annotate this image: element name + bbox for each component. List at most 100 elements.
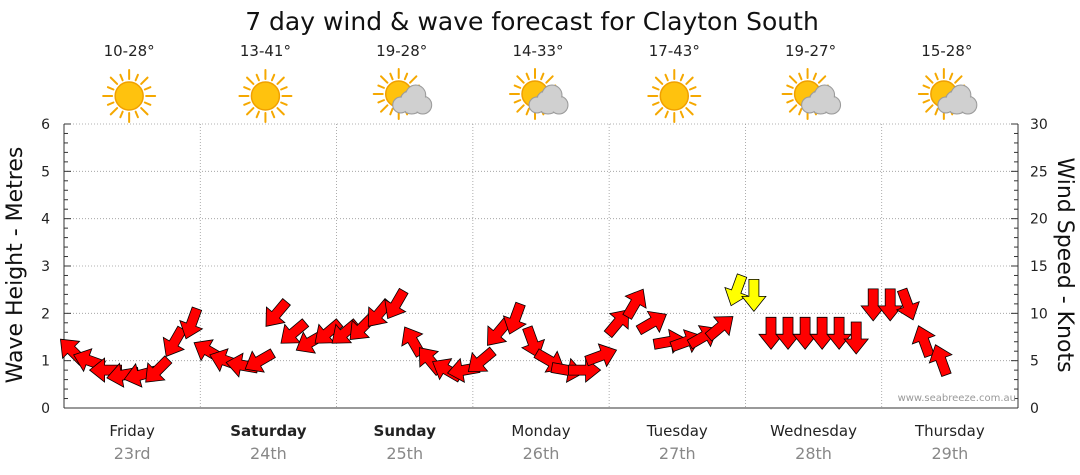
temperature-label: 14-33° bbox=[512, 42, 563, 60]
temperature-label: 19-27° bbox=[785, 42, 836, 60]
temperature-label: 13-41° bbox=[240, 42, 291, 60]
sun-ray bbox=[679, 110, 685, 119]
partly-cloudy-icon bbox=[372, 68, 433, 120]
sun-ray bbox=[688, 86, 697, 91]
weather-row: 10-28° 13-41° 19-28° 14-33° 17-43° 19-27° 15-2… bbox=[102, 42, 978, 123]
sun-ray bbox=[948, 72, 954, 81]
cloud-fill bbox=[938, 98, 953, 112]
right-tick-label: 5 bbox=[1030, 354, 1039, 370]
day-name-label: Sunday bbox=[374, 422, 437, 440]
wind-arrow bbox=[809, 316, 835, 350]
wind-arrow bbox=[843, 321, 870, 355]
sunny-icon bbox=[238, 69, 293, 123]
sun-ray bbox=[377, 99, 385, 104]
sun-disc bbox=[659, 81, 690, 111]
partly-cloudy-icon bbox=[917, 68, 978, 120]
day-date-label: 28th bbox=[795, 444, 832, 463]
wind-arrow bbox=[584, 343, 618, 368]
right-tick-label: 10 bbox=[1030, 306, 1048, 322]
temperature-label: 19-28° bbox=[376, 42, 427, 60]
sun-ray bbox=[106, 101, 115, 106]
wind-arrow bbox=[179, 306, 204, 340]
sun-ray bbox=[140, 107, 149, 116]
sun-ray bbox=[140, 76, 149, 85]
cloud-fill bbox=[530, 98, 544, 112]
sun-ray bbox=[134, 73, 139, 82]
sun-ray bbox=[934, 72, 939, 81]
right-tick-label: 25 bbox=[1030, 164, 1048, 180]
wind-arrow bbox=[792, 316, 818, 350]
wind-arrow bbox=[384, 287, 409, 320]
sun-ray bbox=[513, 99, 522, 104]
sun-ray bbox=[664, 73, 669, 82]
sun-ray bbox=[409, 75, 418, 84]
sun-ray bbox=[925, 104, 934, 113]
sun-ray bbox=[109, 76, 119, 85]
wind-arrow bbox=[265, 298, 291, 327]
sun-ray bbox=[934, 107, 939, 116]
right-tick-label: 30 bbox=[1030, 117, 1048, 133]
sun-ray bbox=[255, 110, 260, 119]
sun-ray bbox=[664, 110, 669, 119]
sun-ray bbox=[513, 84, 522, 89]
sun-ray bbox=[243, 101, 251, 106]
sun-ray bbox=[276, 76, 285, 85]
sun-ray bbox=[812, 72, 817, 81]
day-name-label: Monday bbox=[511, 422, 570, 440]
sun-ray bbox=[280, 86, 288, 91]
wind-arrow bbox=[704, 316, 734, 342]
day-date-label: 26th bbox=[523, 444, 560, 463]
sun-ray bbox=[134, 110, 139, 119]
cloud-fill bbox=[543, 86, 561, 104]
day-name-label: Saturday bbox=[230, 422, 307, 440]
wind-arrow bbox=[550, 357, 584, 384]
wind-arrow bbox=[775, 316, 801, 350]
sun-ray bbox=[109, 107, 119, 116]
sun-ray bbox=[540, 72, 545, 81]
left-tick-label: 6 bbox=[41, 117, 50, 133]
day-name-label: Thursday bbox=[914, 422, 985, 440]
sun-ray bbox=[380, 75, 389, 84]
sun-ray bbox=[922, 84, 931, 89]
sun-ray bbox=[106, 86, 115, 91]
sun-disc bbox=[250, 81, 281, 111]
sun-ray bbox=[685, 76, 694, 85]
cloud-shape bbox=[528, 84, 569, 115]
sun-ray bbox=[243, 86, 251, 91]
cloud-fill bbox=[951, 86, 970, 104]
sun-ray bbox=[788, 104, 798, 113]
cloud-shape bbox=[392, 84, 433, 115]
cloud-fill bbox=[815, 86, 834, 104]
sun-ray bbox=[276, 107, 285, 116]
day-name-label: Tuesday bbox=[646, 422, 708, 440]
sun-ray bbox=[925, 75, 934, 84]
sun-ray bbox=[143, 101, 152, 106]
sun-ray bbox=[545, 75, 554, 84]
wind-arrow bbox=[741, 278, 767, 313]
temperature-label: 15-28° bbox=[921, 42, 972, 60]
sun-ray bbox=[403, 72, 409, 81]
sun-ray bbox=[389, 107, 394, 116]
sun-ray bbox=[143, 86, 152, 91]
temperature-label: 17-43° bbox=[649, 42, 700, 60]
left-tick-label: 4 bbox=[41, 212, 50, 228]
sun-ray bbox=[685, 107, 694, 116]
partly-cloudy-icon bbox=[781, 68, 842, 120]
left-axis: 0 1 2 3 4 5 6 bbox=[41, 117, 1018, 417]
sun-ray bbox=[654, 107, 664, 116]
wind-arrow bbox=[145, 355, 173, 383]
wind-arrow bbox=[877, 288, 904, 322]
right-tick-label: 0 bbox=[1030, 401, 1039, 417]
partly-cloudy-icon bbox=[509, 68, 569, 120]
sun-ray bbox=[380, 104, 389, 113]
cloud-fill bbox=[802, 98, 817, 112]
sun-ray bbox=[255, 73, 260, 82]
right-axis: 0 5 10 15 20 25 30 bbox=[1011, 117, 1048, 417]
sun-ray bbox=[525, 107, 530, 116]
sun-ray bbox=[786, 99, 794, 104]
sun-ray bbox=[922, 99, 931, 104]
day-date-label: 27th bbox=[659, 444, 696, 463]
day-labels: Friday 23rd Saturday 24th Sunday 25th Monday 26… bbox=[109, 422, 984, 463]
sun-ray bbox=[798, 72, 803, 81]
wind-arrow bbox=[244, 348, 276, 373]
